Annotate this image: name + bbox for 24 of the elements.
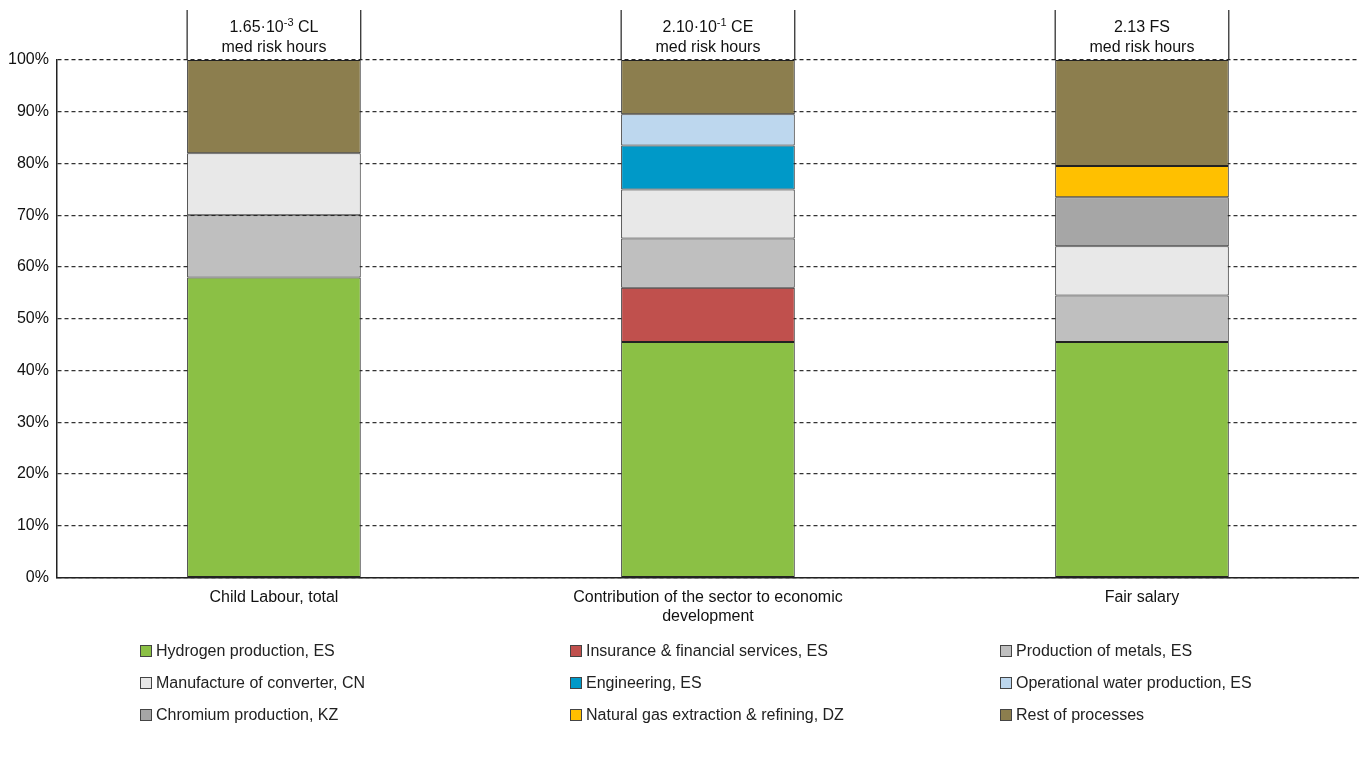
legend-label: Operational water production, ES (1016, 674, 1252, 692)
legend-label: Manufacture of converter, CN (156, 674, 365, 692)
x-tick-label: Fair salary (1104, 588, 1180, 606)
y-tick-label: 40% (16, 360, 49, 378)
y-tick-label: 30% (16, 412, 49, 430)
legend-label: Insurance & financial services, ES (586, 642, 828, 660)
legend-label: Natural gas extraction & refining, DZ (586, 706, 844, 724)
legend-label: Hydrogen production, ES (156, 642, 335, 660)
y-tick-label: 100% (8, 50, 49, 68)
legend-label: Chromium production, KZ (156, 706, 339, 724)
y-tick-label: 0% (25, 568, 49, 586)
legend-label: Production of metals, ES (1016, 642, 1193, 660)
annotation: 2.13 FS med risk hours (1089, 18, 1195, 55)
x-tick-label: Child Labour, total (209, 588, 339, 606)
legend-label: Rest of processes (1016, 706, 1145, 724)
legend-label: Engineering, ES (586, 674, 702, 692)
y-tick-label: 10% (16, 516, 49, 534)
x-tick-label: Contribution of the sector to economic development (573, 588, 843, 625)
y-tick-label: 50% (16, 309, 49, 327)
y-tick-label: 20% (16, 464, 49, 482)
y-tick-label: 90% (16, 102, 49, 120)
y-tick-label: 60% (16, 257, 49, 275)
y-tick-label: 70% (16, 205, 49, 223)
y-tick-label: 80% (16, 153, 49, 171)
